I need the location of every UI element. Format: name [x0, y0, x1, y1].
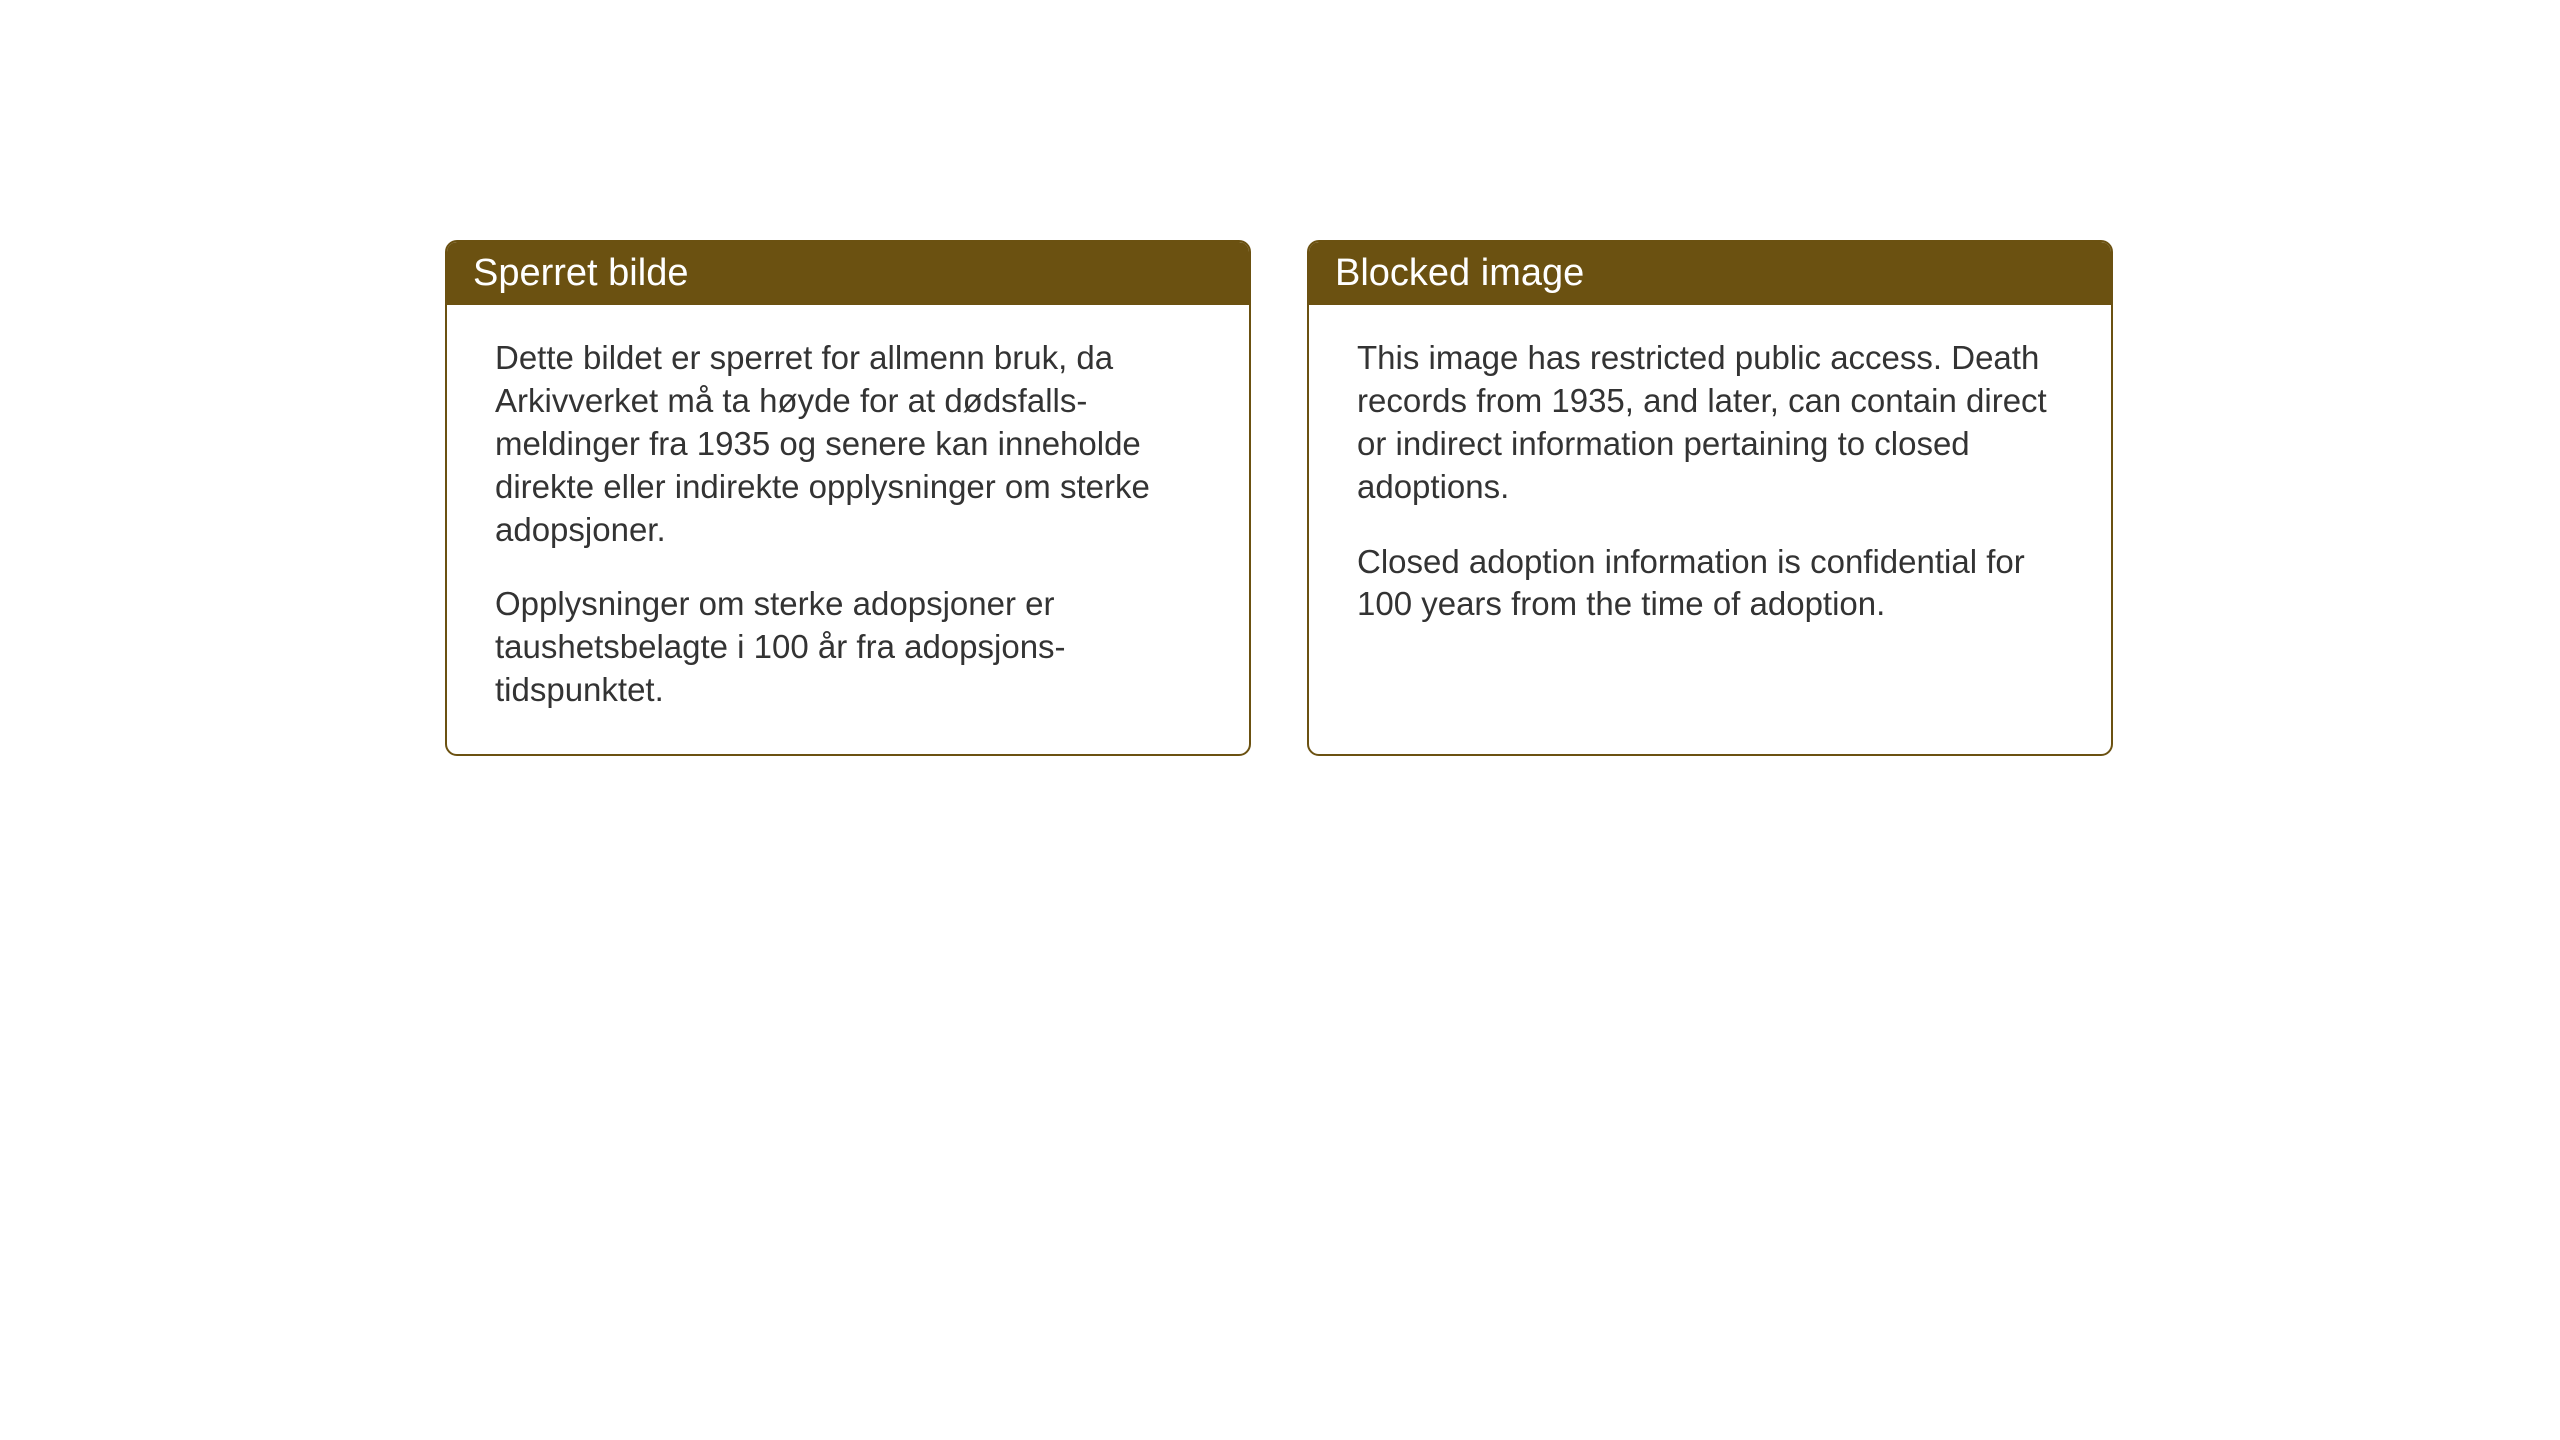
card-header-english: Blocked image: [1309, 242, 2111, 305]
paragraph-2: Closed adoption information is confident…: [1357, 541, 2063, 627]
notice-card-norwegian: Sperret bilde Dette bildet er sperret fo…: [445, 240, 1251, 756]
paragraph-1: Dette bildet er sperret for allmenn bruk…: [495, 337, 1201, 551]
card-body-norwegian: Dette bildet er sperret for allmenn bruk…: [447, 305, 1249, 754]
card-header-norwegian: Sperret bilde: [447, 242, 1249, 305]
paragraph-2: Opplysninger om sterke adopsjoner er tau…: [495, 583, 1201, 712]
notice-card-english: Blocked image This image has restricted …: [1307, 240, 2113, 756]
paragraph-1: This image has restricted public access.…: [1357, 337, 2063, 509]
card-title: Blocked image: [1335, 252, 1584, 294]
card-title: Sperret bilde: [473, 252, 688, 294]
notice-container: Sperret bilde Dette bildet er sperret fo…: [445, 240, 2113, 756]
card-body-english: This image has restricted public access.…: [1309, 305, 2111, 668]
